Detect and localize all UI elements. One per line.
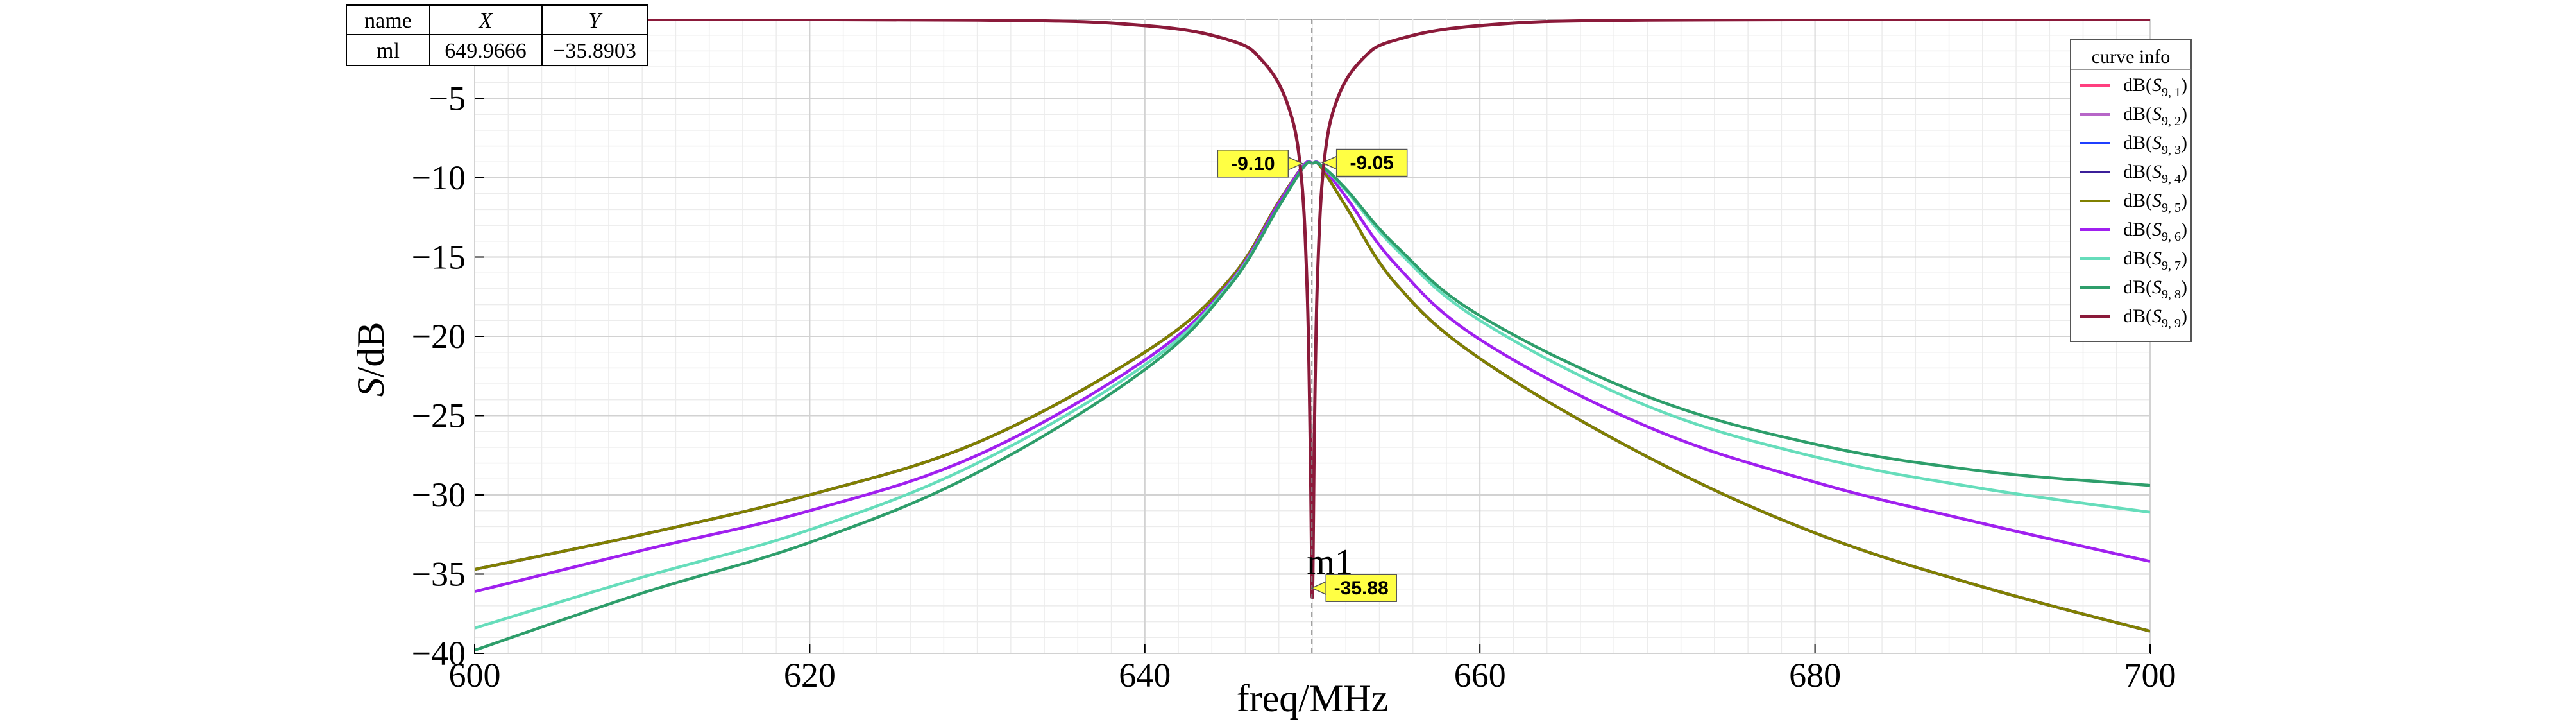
marker-callout-right-label: -9.05 [1350,153,1393,174]
y-tick-label: −35 [412,555,466,594]
legend-label-5: dB(S9, 5) [2123,190,2187,215]
marker-table-cell-name: ml [377,39,400,63]
marker-callout-left-box [1217,150,1289,178]
legend: curve info dB(S9, 1)dB(S9, 2)dB(S9, 3)dB… [2070,39,2192,342]
marker-table-cell-x: 649.9666 [445,39,527,63]
x-tick-label: 680 [1789,656,1841,694]
y-axis: −5 −10 −15 −20 −25 −30 −35 −40 [412,80,484,673]
legend-label-1: dB(S9, 1) [2123,74,2187,99]
legend-label-8: dB(S9, 8) [2123,277,2187,302]
x-tick-label: 620 [784,656,836,694]
x-tick-label: 700 [2124,656,2176,694]
x-tick-label: 600 [449,656,501,694]
y-tick-label: −10 [412,159,466,197]
legend-frame [2070,39,2192,342]
y-tick-label: −25 [412,397,466,435]
marker-m1-name: m1 [1307,542,1353,582]
y-tick-label: −20 [412,317,466,356]
marker-callout-left-label: -9.10 [1231,153,1275,175]
legend-label-6: dB(S9, 6) [2123,219,2187,244]
marker-table-header-name: name [364,9,412,33]
y-tick-label: −15 [412,238,466,277]
x-tick-label: 660 [1454,656,1506,694]
y-tick-label: −5 [429,80,466,118]
marker-table: name X Y ml 649.9666 −35.8903 [346,4,648,66]
marker-callout-m1-box [1325,574,1397,602]
y-tick-label: −40 [412,634,466,673]
x-axis: 600 620 640 660 680 700 [449,644,2176,694]
y-axis-title-symbol: S [350,377,392,397]
x-axis-title: freq/MHz [1237,677,1389,720]
legend-label-9: dB(S9, 9) [2123,306,2187,331]
legend-label-4: dB(S9, 4) [2123,161,2187,186]
marker-table-header-y: Y [589,9,603,33]
marker-callout-m1-label: -35.88 [1334,578,1389,599]
marker-table-cell-y: −35.8903 [553,39,636,63]
legend-label-3: dB(S9, 3) [2123,132,2187,157]
y-axis-title-unit: /dB [350,322,392,378]
marker-callout-right-box [1335,148,1408,177]
marker-table-header-x: X [478,9,493,33]
y-axis-title: S/dB [350,322,392,397]
legend-items: dB(S9, 1) dB(S9, 2) dB(S9, 3) dB(S9, 4) dB(S… [2080,74,2187,331]
legend-label-7: dB(S9, 7) [2123,248,2187,273]
y-tick-label: −30 [412,476,466,514]
legend-label-2: dB(S9, 2) [2123,103,2187,128]
x-tick-label: 640 [1119,656,1171,694]
legend-title: curve info [2092,46,2170,67]
